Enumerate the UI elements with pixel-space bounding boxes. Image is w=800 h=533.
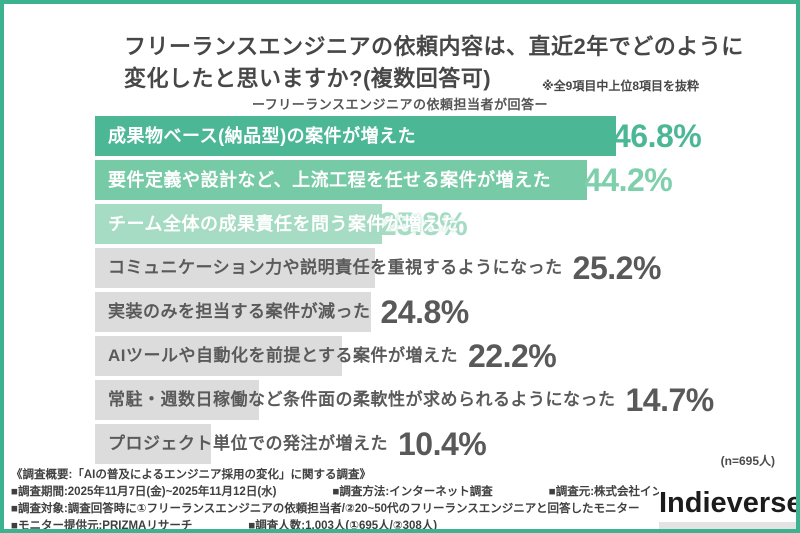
bar-row: 実装のみを担当する案件が減った 24.8% [95, 292, 785, 332]
page-title: フリーランスエンジニアの依頼内容は、直近2年でどのように 変化したと思いますか?… [124, 31, 744, 95]
bar-fill [95, 292, 371, 332]
bar-label: 成果物ベース(納品型)の案件が増えた [108, 126, 417, 146]
bar-label: プロジェクト単位での発注が増えた [108, 434, 388, 453]
bar-fill [95, 204, 382, 244]
survey-detail-item: ■モニター提供元:PRIZMAリサーチ [11, 520, 193, 532]
survey-detail-line: ■モニター提供元:PRIZMAリサーチ ■調査人数:1,003人(①695人/②3… [11, 518, 661, 532]
sample-size-label: (n=695人) [720, 454, 775, 468]
bar-fill [95, 160, 587, 200]
bar-fill [95, 336, 342, 376]
bar-label: コミュニケーション力や説明責任を重視するようになった [108, 258, 563, 277]
bar-row: コミュニケーション力や説明責任を重視するようになった 25.2% [95, 248, 785, 288]
title-line-2: 変化したと思いますか?(複数回答可) [124, 66, 492, 91]
chart-subtitle: ーフリーランスエンジニアの依頼担当者が回答ー [252, 97, 548, 112]
bar-value-label: 10.4% [398, 426, 487, 462]
title-line-1: フリーランスエンジニアの依頼内容は、直近2年でどのように [124, 34, 744, 59]
bar-label: 常駐・週数日稼働など条件面の柔軟性が求められるようになった [108, 390, 616, 409]
bar-row: 常駐・週数日稼働など条件面の柔軟性が求められるようになった 14.7% [95, 380, 785, 420]
survey-detail-item: ■調査人数:1,003人(①695人/②308人) [248, 520, 438, 532]
bar-value-label: 25.2% [572, 250, 662, 286]
bar-value-label: 14.7% [625, 382, 715, 418]
bar-fill [95, 424, 211, 464]
survey-detail-line: ■調査期間:2025年11月7日(金)~2025年11月12日(水) ■調査方法:… [11, 484, 719, 501]
bar-fill [95, 116, 616, 156]
survey-detail-lines: ■調査期間:2025年11月7日(金)~2025年11月12日(水) ■調査方法:… [11, 484, 719, 532]
bar-label: 実装のみを担当する案件が減った [108, 302, 371, 321]
brand-logo-text: Indieverse [659, 487, 800, 519]
survey-detail-item: ■調査対象:調査回答時に①フリーランスエンジニアの依頼担当者/②20~50代のフ… [11, 503, 640, 515]
survey-detail-item: ■調査期間:2025年11月7日(金)~2025年11月12日(水) [11, 486, 277, 498]
bar-row: プロジェクト単位での発注が増えた 10.4% [95, 424, 785, 464]
bar-fill [95, 248, 375, 288]
bar-value-label: 44.2% [584, 162, 673, 198]
survey-overview: 《調査概要:「AIの普及によるエンジニア採用の変化」に関する調査》 ■調査期間:… [11, 467, 719, 532]
bar-row: チーム全体の成果責任を問う案件が増えた25.8% [95, 204, 785, 244]
brand-logo: Indieverse [659, 482, 800, 529]
excerpt-note: ※全9項目中上位8項目を抜粋 [542, 79, 700, 93]
bar-chart: 成果物ベース(納品型)の案件が増えた 46.8% 要件定義や設計など、上流工程を任せ… [95, 116, 785, 468]
survey-overview-heading: 《調査概要:「AIの普及によるエンジニア採用の変化」に関する調査》 [11, 469, 371, 481]
bar-value-label: 24.8% [380, 294, 470, 330]
bar-label: チーム全体の成果責任を問う案件が増えた [108, 214, 459, 234]
bar-row: AIツールや自動化を前提とする案件が増えた 22.2% [95, 336, 785, 376]
bar-label: 要件定義や設計など、上流工程を任せる案件が増えた [108, 170, 552, 190]
bar-value-label: 22.2% [468, 338, 557, 374]
bar-label: AIツールや自動化を前提とする案件が増えた [108, 346, 458, 365]
bar-fill [95, 380, 259, 420]
bar-row: 要件定義や設計など、上流工程を任せる案件が増えた 44.2% [95, 160, 785, 200]
bar-value-label: 25.8% [379, 206, 468, 242]
bar-row: 成果物ベース(納品型)の案件が増えた 46.8% [95, 116, 785, 156]
bar-value-label: 46.8% [613, 118, 702, 154]
survey-detail-line: ■調査対象:調査回答時に①フリーランスエンジニアの依頼担当者/②20~50代のフ… [11, 501, 661, 518]
survey-detail-item: ■調査方法:インターネット調査 [332, 486, 493, 498]
